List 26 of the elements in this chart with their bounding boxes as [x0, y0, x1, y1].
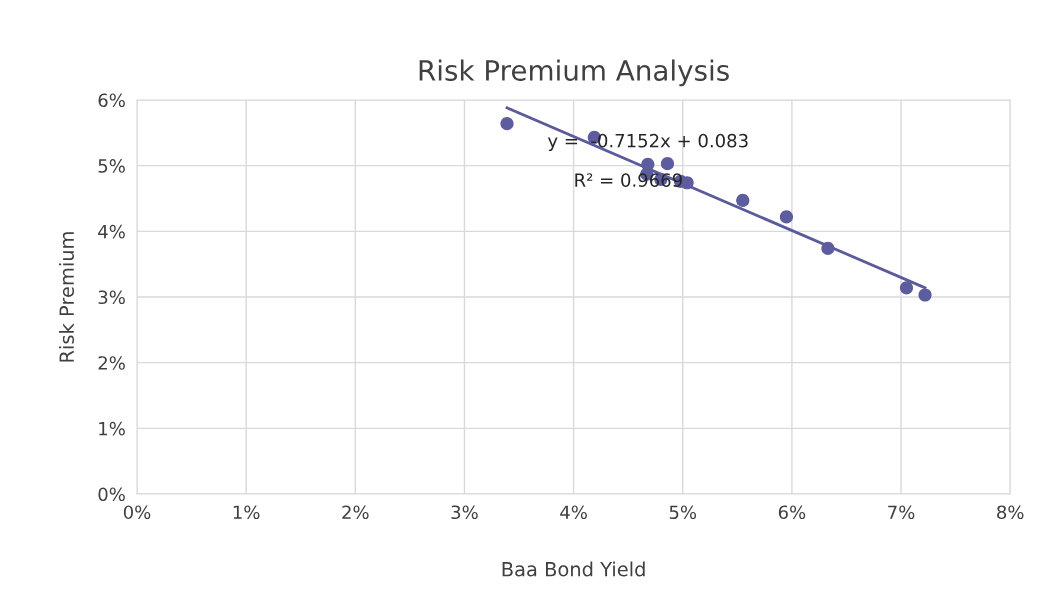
y-tick-label: 5% [98, 159, 125, 173]
x-tick-label: 5% [669, 505, 697, 520]
point [500, 117, 514, 131]
y-tick-label: 1% [99, 421, 125, 436]
x-tick-label: 7% [888, 505, 915, 520]
point [736, 193, 750, 208]
point [899, 281, 914, 295]
point [918, 288, 932, 302]
x-tick-label: 2% [342, 505, 369, 520]
x-tick-label: 8% [997, 505, 1024, 520]
x-axis-title: Baa Bond Yield [502, 561, 645, 577]
chart-title: Risk Premium Analysis [419, 59, 729, 87]
x-tick-label: 0% [123, 505, 151, 520]
y-tick-label: 3% [98, 290, 125, 305]
x-tick-label: 1% [233, 505, 260, 520]
x-tick-label: 6% [778, 505, 806, 520]
point [821, 241, 835, 255]
point [779, 210, 794, 224]
y-tick-label: 6% [98, 93, 125, 108]
point [660, 157, 675, 171]
x-tick-label: 3% [451, 505, 478, 520]
y-tick-label: 4% [98, 224, 125, 239]
y-tick-label: 2% [98, 356, 125, 370]
y-tick-label: 0% [98, 487, 125, 502]
y-axis-title: Risk Premium [58, 232, 75, 362]
x-tick-label: 4% [560, 505, 587, 520]
